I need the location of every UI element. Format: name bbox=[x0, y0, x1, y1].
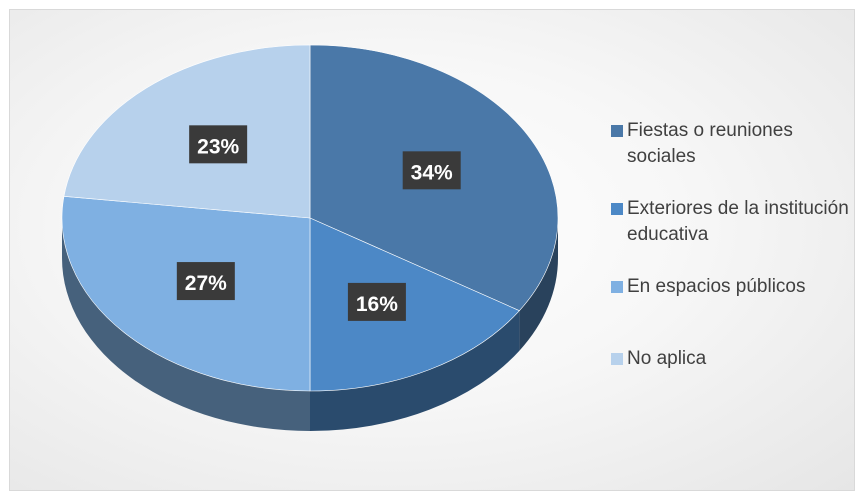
data-label-box bbox=[347, 282, 406, 321]
pie-data-labels: 34% 16% 27% 23% bbox=[176, 125, 461, 321]
legend-swatch bbox=[611, 353, 623, 365]
legend-item: En espacios públicos bbox=[611, 274, 851, 300]
data-label-box bbox=[176, 262, 235, 301]
legend-swatch bbox=[611, 125, 623, 137]
pie-slice-side bbox=[519, 218, 558, 351]
legend-label: Exteriores de la institución educativa bbox=[627, 198, 849, 245]
legend-label: En espacios públicos bbox=[627, 276, 806, 297]
pie-slices bbox=[61, 44, 559, 392]
data-label-text: 23% bbox=[197, 135, 239, 158]
legend-item: No aplica bbox=[611, 346, 851, 372]
data-label: 23% bbox=[189, 125, 248, 164]
data-label-text: 27% bbox=[185, 272, 227, 295]
pie-slice-side bbox=[62, 218, 310, 431]
legend-swatch bbox=[611, 281, 623, 293]
data-label-box bbox=[189, 125, 248, 164]
data-label-text: 16% bbox=[356, 293, 398, 316]
data-label: 27% bbox=[176, 262, 235, 301]
data-label: 34% bbox=[402, 151, 461, 190]
legend: Fiestas o reuniones sociales Exteriores … bbox=[611, 118, 851, 372]
legend-label: No aplica bbox=[627, 348, 707, 369]
data-label-text: 34% bbox=[411, 161, 453, 184]
data-label-box bbox=[402, 151, 461, 190]
pie-depth bbox=[62, 218, 558, 431]
data-label: 16% bbox=[347, 282, 406, 321]
legend-label: Fiestas o reuniones sociales bbox=[627, 120, 793, 167]
legend-swatch bbox=[611, 203, 623, 215]
pie-slice bbox=[309, 217, 520, 392]
legend-item: Fiestas o reuniones sociales bbox=[611, 118, 851, 170]
legend-item: Exteriores de la institución educativa bbox=[611, 196, 851, 248]
pie-slice-side bbox=[310, 310, 520, 431]
pie-slice bbox=[63, 44, 311, 219]
